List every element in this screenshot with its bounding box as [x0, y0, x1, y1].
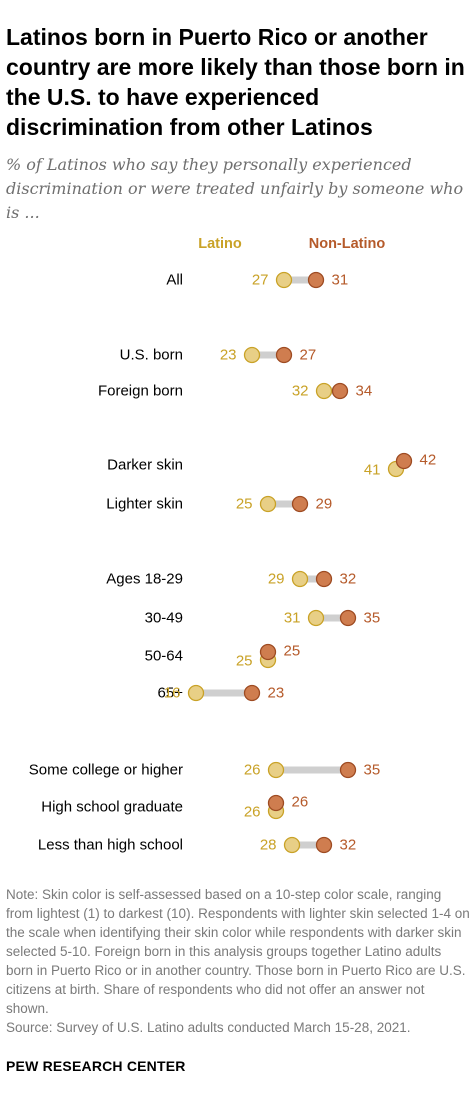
chart-subtitle: % of Latinos who say they personally exp…	[6, 155, 464, 222]
dot-non-latino	[307, 271, 325, 289]
value-label-non-latino: 32	[340, 571, 357, 588]
value-label-latino: 32	[292, 383, 309, 400]
value-label-latino: 41	[364, 462, 381, 479]
chart-title: Latinos born in Puerto Rico or another c…	[6, 24, 465, 140]
value-label-latino: 28	[260, 837, 277, 854]
dot-latino	[187, 684, 205, 702]
legend-latino: Latino	[198, 236, 242, 252]
source-text: Source: Survey of U.S. Latino adults con…	[6, 1020, 411, 1035]
value-label-non-latino: 35	[364, 610, 381, 627]
dot-non-latino	[315, 570, 333, 588]
value-label-non-latino: 32	[340, 837, 357, 854]
category-label: 30-49	[145, 610, 183, 627]
value-label-latino: 16	[164, 685, 181, 702]
dot-latino	[315, 382, 333, 400]
category-label: 65+	[158, 685, 184, 702]
value-label-latino: 31	[284, 610, 301, 627]
value-label-latino: 23	[220, 347, 237, 364]
category-label: 50-64	[145, 648, 183, 665]
category-label: Lighter skin	[106, 496, 183, 513]
dot-latino	[275, 271, 293, 289]
category-label: All	[166, 272, 183, 289]
dot-non-latino	[267, 794, 285, 812]
value-label-latino: 29	[268, 571, 285, 588]
dot-non-latino	[339, 761, 357, 779]
value-label-latino: 26	[244, 762, 261, 779]
brand-logo-text: PEW RESEARCH CENTER	[6, 1058, 186, 1074]
value-label-non-latino: 26	[292, 794, 309, 811]
note-text: Note: Skin color is self-assessed based …	[6, 887, 470, 1016]
value-label-non-latino: 29	[316, 496, 333, 513]
category-label: High school graduate	[41, 799, 183, 816]
dot-latino	[307, 609, 325, 627]
dot-non-latino	[275, 346, 293, 364]
dot-non-latino	[339, 609, 357, 627]
dot-latino	[259, 495, 277, 513]
value-label-latino: 27	[252, 272, 269, 289]
dot-latino	[283, 836, 301, 854]
dot-latino	[291, 570, 309, 588]
legend-non-latino: Non-Latino	[309, 236, 386, 252]
value-label-non-latino: 42	[420, 452, 437, 469]
value-label-non-latino: 25	[284, 643, 301, 660]
value-label-non-latino: 34	[356, 383, 373, 400]
value-label-non-latino: 23	[268, 685, 285, 702]
dot-latino	[267, 761, 285, 779]
category-label: Ages 18-29	[106, 571, 183, 588]
category-label: Some college or higher	[29, 762, 183, 779]
value-label-non-latino: 27	[300, 347, 317, 364]
category-label: Less than high school	[38, 837, 183, 854]
dot-latino	[243, 346, 261, 364]
dot-non-latino	[259, 643, 277, 661]
dot-plot: Latino Non-Latino All 27 31 U.S. born 23 27 Fore…	[29, 236, 437, 854]
value-label-non-latino: 35	[364, 762, 381, 779]
dot-non-latino	[291, 495, 309, 513]
dot-non-latino	[243, 684, 261, 702]
dot-non-latino	[331, 382, 349, 400]
dot-non-latino	[395, 452, 413, 470]
chart-note: Note: Skin color is self-assessed based …	[6, 885, 470, 1037]
value-label-non-latino: 31	[332, 272, 349, 289]
category-label: Darker skin	[107, 457, 183, 474]
category-label: U.S. born	[120, 347, 183, 364]
category-label: Foreign born	[98, 383, 183, 400]
dot-non-latino	[315, 836, 333, 854]
value-label-latino: 26	[244, 804, 261, 821]
value-label-latino: 25	[236, 653, 253, 670]
value-label-latino: 25	[236, 496, 253, 513]
